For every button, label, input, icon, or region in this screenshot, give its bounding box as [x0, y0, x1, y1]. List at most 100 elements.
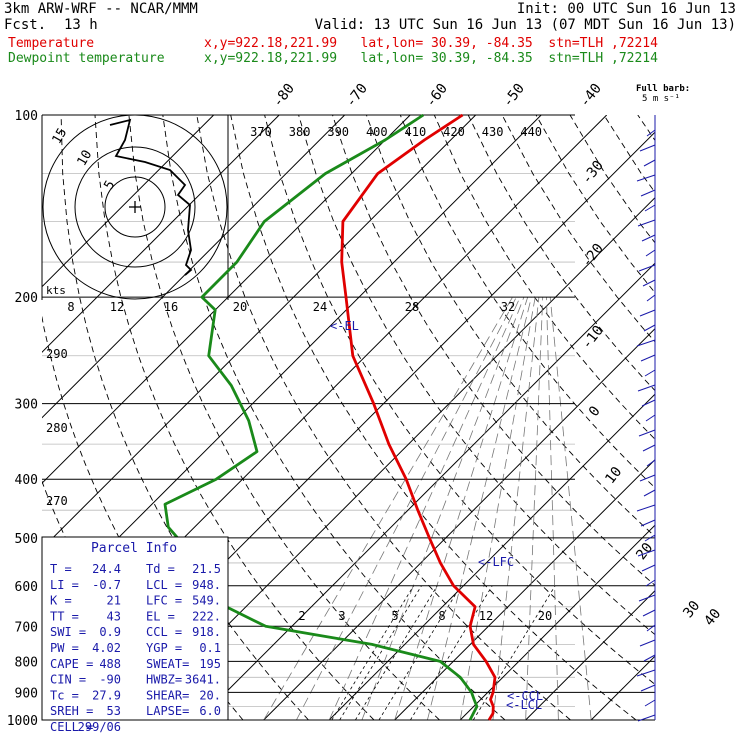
parcel-info-key: CELL = — [50, 720, 93, 734]
init-time: Init: 00 UTC Sun 16 Jun 13 — [516, 1, 736, 17]
wind-barb — [642, 609, 656, 617]
parcel-info-value: -0.7 — [92, 578, 121, 592]
grid-lines — [42, 115, 740, 720]
isotherm-label: 40 — [701, 606, 724, 629]
parcel-info-key: EL = — [146, 609, 175, 623]
wind-barb — [640, 519, 656, 527]
hodo-speed-label: 32 — [501, 300, 515, 314]
wind-barb — [641, 234, 656, 242]
parcel-info-value: -90 — [99, 673, 121, 687]
moist-adiabat-line — [546, 297, 559, 720]
wind-barb — [643, 654, 656, 662]
wind-barb — [639, 309, 656, 317]
parcel-info-value: 21 — [107, 594, 121, 608]
hodo-speed-label: 12 — [110, 300, 124, 314]
wind-barb — [643, 489, 656, 497]
parcel-info-key: SREH = — [50, 704, 93, 718]
temperature-location: x,y=922.18,221.99 lat,lon= 30.39, -84.35… — [204, 36, 658, 51]
pressure-tick-label: 700 — [15, 620, 38, 635]
parcel-info-value: 948. — [192, 578, 221, 592]
parcel-info-value: 4.02 — [92, 641, 121, 655]
pressure-tick-label: 800 — [15, 655, 38, 670]
parcel-info-title: Parcel Info — [91, 541, 177, 556]
wind-barb — [646, 459, 656, 467]
hodo-speed-label: 8 — [67, 300, 74, 314]
isotherm-line — [42, 115, 280, 353]
isotherm-label: -40 — [577, 81, 605, 111]
isotherm-line — [459, 524, 655, 720]
wind-barb — [642, 279, 656, 287]
theta-label: 380 — [289, 125, 311, 139]
temperature-line — [340, 113, 497, 721]
parcel-info-value: 53 — [107, 704, 121, 718]
isotherm-line — [328, 393, 655, 720]
isotherm-line — [394, 458, 655, 720]
wind-barb — [643, 159, 656, 167]
parcel-info-key: LCL = — [146, 578, 182, 592]
parcel-info-key: Tc = — [50, 688, 79, 702]
mixing-ratio-label: 20 — [538, 609, 552, 623]
wind-barb — [640, 684, 656, 692]
mixing-ratio-line — [339, 585, 422, 720]
ccl-marker: <-CCL — [507, 689, 543, 703]
parcel-info-value: 488 — [99, 657, 121, 671]
parcel-info-key: K = — [50, 594, 72, 608]
wind-barb — [638, 264, 656, 272]
isotherm-label: -50 — [500, 81, 528, 111]
wind-barb — [646, 129, 656, 137]
parcel-info-value: 6.0 — [199, 704, 221, 718]
wind-barb — [638, 429, 656, 437]
theta-label: 370 — [250, 125, 272, 139]
wind-barb — [638, 594, 656, 602]
theta-label: 440 — [520, 125, 542, 139]
dry-adiabat-line — [94, 115, 375, 720]
parcel-info-value: 21.5 — [192, 562, 221, 576]
parcel-info-value: 299/06 — [78, 720, 121, 734]
parcel-info-value: 222. — [192, 609, 221, 623]
theta-label: 390 — [327, 125, 349, 139]
pressure-tick-label: 400 — [15, 473, 38, 488]
el-marker: <-EL — [330, 319, 359, 333]
isotherm-label: -10 — [579, 323, 607, 353]
wind-barb — [639, 639, 656, 647]
hodo-speed-label: 28 — [405, 300, 419, 314]
parcel-info-key: LI = — [50, 578, 79, 592]
parcel-info-key: CIN = — [50, 673, 86, 687]
isotherm-label: -80 — [270, 81, 298, 111]
pressure-tick-label: 300 — [15, 398, 38, 413]
forecast-label: Fcst. — [4, 17, 47, 33]
wind-barb — [636, 504, 656, 512]
theta-label: 400 — [366, 125, 388, 139]
isotherm-line — [42, 115, 477, 550]
dewpoint-legend: Dewpoint temperature — [8, 51, 165, 66]
isotherm-label: 30 — [680, 598, 703, 621]
theta-label: 430 — [482, 125, 504, 139]
isotherm-line — [42, 115, 346, 419]
dry-adiabat-line — [672, 115, 740, 720]
parcel-info-key: Td = — [146, 562, 175, 576]
parcel-info-key: SHEAR= — [146, 688, 189, 702]
wind-barb — [639, 144, 656, 152]
theta-label: 410 — [405, 125, 427, 139]
wind-barb — [645, 414, 656, 422]
hodo-frame — [41, 114, 229, 300]
hodo-ring — [74, 146, 196, 268]
dry-adiabat-line — [264, 115, 655, 685]
isotherm-line — [42, 115, 215, 288]
isotherm-line — [42, 115, 411, 484]
wind-barb — [637, 384, 656, 392]
moist-adiabat-line — [492, 297, 540, 720]
theta-label: 420 — [443, 125, 465, 139]
parcel-info-key: SWI = — [50, 625, 86, 639]
wind-barb — [637, 714, 656, 722]
parcel-info-key: PW = — [50, 641, 79, 655]
moist-adiabat-line — [394, 296, 529, 720]
mixing-ratio-line — [355, 585, 438, 720]
barb-key-speed: 5 m s⁻¹ — [642, 94, 680, 104]
hodo-ring — [104, 176, 166, 238]
isotherm-line — [525, 589, 655, 720]
dry-adiabat-line — [603, 115, 655, 194]
dry-adiabat-line — [196, 115, 571, 720]
wind-barb — [644, 699, 656, 707]
